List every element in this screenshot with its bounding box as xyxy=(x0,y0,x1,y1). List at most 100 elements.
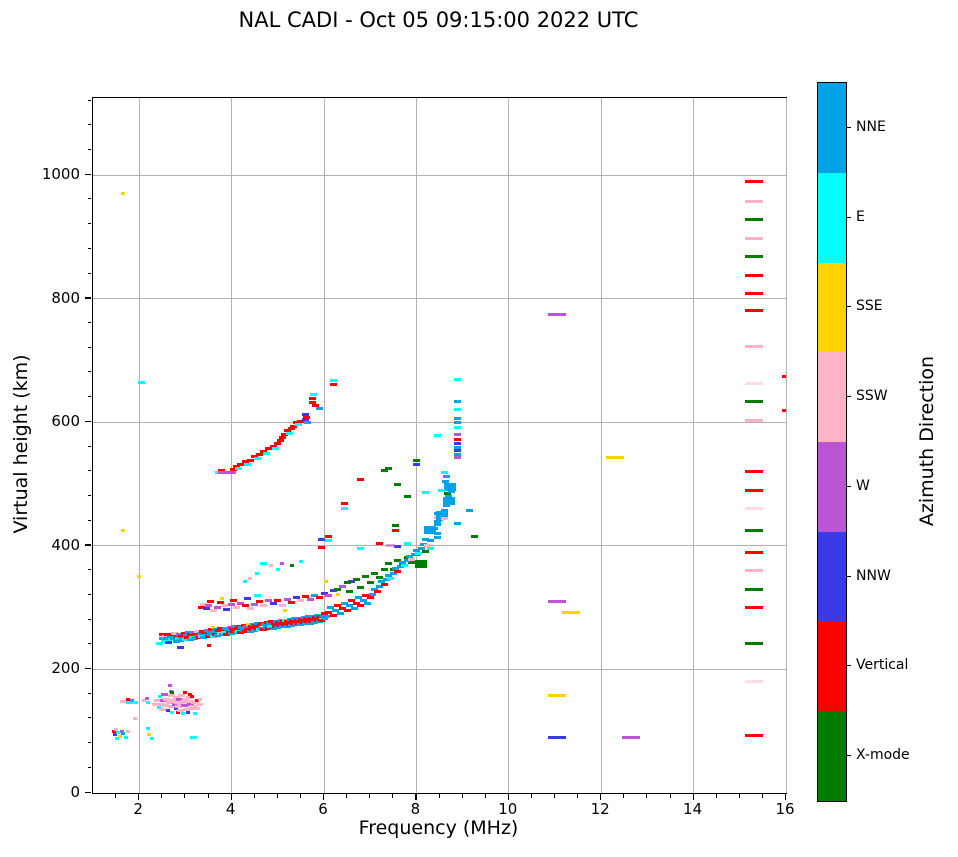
chart-title: NAL CADI - Oct 05 09:15:00 2022 UTC xyxy=(238,8,639,32)
data-point xyxy=(125,730,130,734)
data-point xyxy=(124,735,129,739)
data-point xyxy=(190,735,198,739)
data-point xyxy=(385,467,393,471)
data-point xyxy=(341,502,349,506)
data-point xyxy=(161,692,169,696)
data-point xyxy=(188,692,193,696)
data-point xyxy=(355,596,363,600)
data-point xyxy=(260,561,268,565)
data-point xyxy=(781,409,786,413)
data-point xyxy=(343,580,351,584)
data-point xyxy=(466,508,474,512)
data-point xyxy=(348,599,356,603)
data-point xyxy=(158,632,166,636)
data-point xyxy=(156,641,164,645)
x-minor-tick xyxy=(669,794,671,798)
y-minor-tick xyxy=(87,618,91,620)
data-point xyxy=(454,400,462,404)
data-point xyxy=(170,691,175,695)
y-major-tick xyxy=(85,791,91,793)
data-point xyxy=(343,608,351,612)
data-point xyxy=(320,591,328,595)
colorbar-tick xyxy=(847,126,851,128)
data-point xyxy=(375,575,383,579)
data-point xyxy=(223,632,231,636)
data-point xyxy=(185,710,190,714)
data-point xyxy=(321,612,329,616)
data-point xyxy=(262,452,270,456)
data-point xyxy=(224,627,232,631)
y-minor-tick xyxy=(87,198,91,200)
colorbar-label-nne: NNE xyxy=(856,118,886,135)
data-point xyxy=(216,601,224,605)
colorbar-title: Azimuth Direction xyxy=(916,355,938,527)
x-tick-label: 14 xyxy=(683,800,703,818)
y-major-tick xyxy=(85,297,91,299)
data-point xyxy=(251,603,259,607)
data-point xyxy=(419,542,427,546)
data-point xyxy=(316,615,324,619)
y-minor-tick xyxy=(87,494,91,496)
data-point xyxy=(172,695,180,699)
data-point xyxy=(385,574,393,578)
data-point xyxy=(433,535,441,539)
data-point xyxy=(443,483,456,492)
x-gridline xyxy=(508,98,510,793)
data-point xyxy=(744,606,763,610)
data-point xyxy=(278,625,286,629)
data-point xyxy=(119,700,127,704)
colorbar-tick xyxy=(847,575,851,577)
data-point xyxy=(288,427,296,430)
data-point xyxy=(744,569,763,573)
colorbar-segment-sse xyxy=(818,262,846,353)
data-point xyxy=(433,532,441,536)
data-point xyxy=(394,570,402,574)
data-point xyxy=(220,596,225,600)
data-point xyxy=(174,707,179,711)
y-gridline xyxy=(93,421,786,423)
data-point xyxy=(229,627,237,631)
x-minor-tick xyxy=(715,794,717,798)
data-point xyxy=(214,605,222,609)
x-gridline xyxy=(693,98,695,793)
data-point xyxy=(217,470,236,474)
data-point xyxy=(176,711,181,715)
data-point xyxy=(744,470,763,474)
data-point xyxy=(278,603,286,607)
y-axis-label: Virtual height (km) xyxy=(10,354,32,534)
data-point xyxy=(303,415,311,419)
data-point xyxy=(230,598,238,602)
data-point xyxy=(454,416,462,420)
x-minor-tick xyxy=(461,794,463,798)
data-point xyxy=(454,521,462,525)
data-point xyxy=(338,584,346,588)
data-point xyxy=(302,622,310,626)
data-point xyxy=(392,528,400,532)
data-point xyxy=(744,507,763,511)
data-point xyxy=(246,458,254,462)
data-point xyxy=(186,637,194,641)
data-point xyxy=(172,639,180,643)
data-point xyxy=(310,393,318,397)
data-point xyxy=(447,490,455,494)
data-point xyxy=(268,564,273,568)
data-point xyxy=(247,624,255,628)
y-tick-label: 1000 xyxy=(41,165,80,184)
data-point xyxy=(111,729,116,733)
colorbar-label-sse: SSE xyxy=(856,298,883,315)
data-point xyxy=(171,702,179,706)
data-point xyxy=(177,701,185,705)
data-point xyxy=(744,199,763,203)
data-point xyxy=(205,604,212,608)
x-major-tick xyxy=(415,794,417,800)
data-point xyxy=(415,551,423,555)
data-point xyxy=(298,559,303,563)
data-point xyxy=(241,604,249,608)
data-point xyxy=(302,617,310,621)
data-point xyxy=(138,381,145,385)
data-point xyxy=(280,561,285,565)
data-point xyxy=(408,561,416,565)
data-point xyxy=(338,607,346,611)
data-point xyxy=(744,381,763,385)
data-point xyxy=(144,696,149,700)
